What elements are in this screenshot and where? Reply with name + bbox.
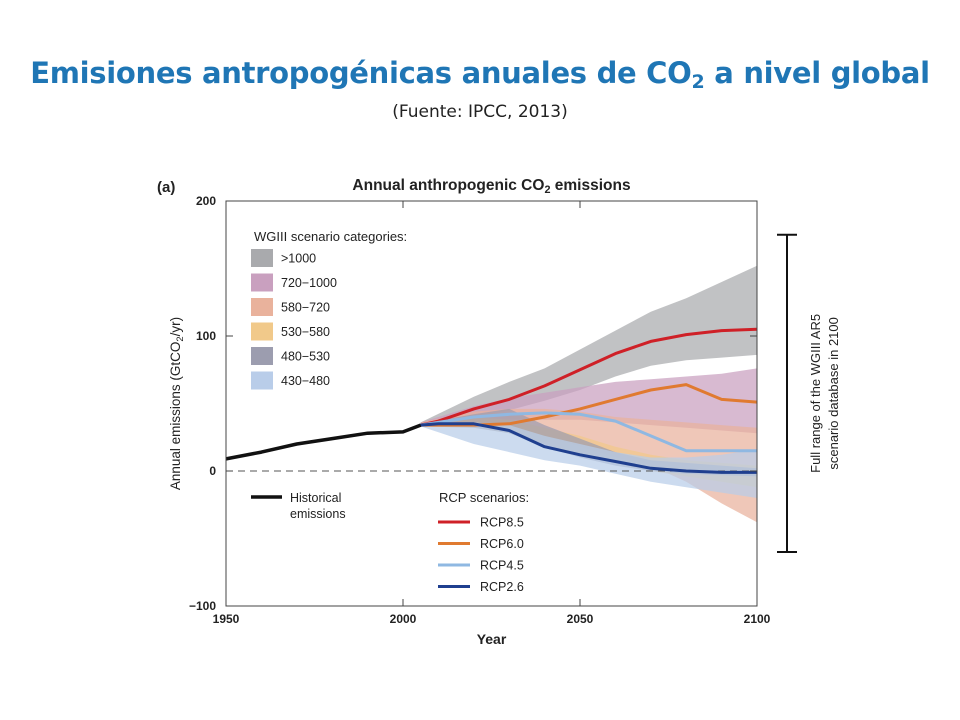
y-tick-label-1: 0 [209,464,216,478]
legend-label-rcp-2: RCP4.5 [480,559,524,573]
categories-legend-title: WGIII scenario categories: [254,229,407,244]
legend-label-historical-1: emissions [290,507,346,521]
historical-line [225,423,422,461]
y-tick-label-0: −100 [189,599,216,613]
band-2 [420,408,757,523]
rcp-lines [419,327,757,474]
y-axis-label: Annual emissions (GtCO2/yr) [168,317,186,490]
legend-swatch-1 [251,273,273,292]
x-axis-label: Year [477,631,507,647]
legend-label-0: >1000 [281,252,316,266]
y-tick-label-2: 100 [196,329,216,343]
legend-swatch-5 [251,371,273,390]
series-line-rcp45 [419,411,757,453]
range-bar-label-1: scenario database in 2100 [826,317,841,470]
series-line-rcp26 [419,422,757,474]
legend-swatch-4 [251,347,273,365]
legend-label-1: 720−1000 [281,276,337,290]
legend-label-rcp-1: RCP6.0 [480,537,524,551]
x-tick-label-0: 1950 [213,612,240,626]
band-0 [420,265,757,426]
plot-frame [225,200,758,607]
legend-label-rcp-0: RCP8.5 [480,516,524,530]
legend-label-2: 580−720 [281,301,330,315]
rcp-legend-title: RCP scenarios: [439,490,529,505]
legend-label-5: 430−480 [281,374,330,388]
legend-swatch-2 [251,298,273,316]
panel-label: (a) [157,179,175,196]
page-subtitle: (Fuente: IPCC, 2013) [392,102,568,122]
legend-label-rcp-3: RCP2.6 [480,580,524,594]
legend-swatch-3 [251,322,273,341]
series-line-rcp85 [419,327,757,427]
page-title: Emisiones antropogénicas anuales de CO2 … [30,56,930,93]
chart-title: Annual anthropogenic CO2 emissions [352,177,630,196]
range-bar-label-0: Full range of the WGIII AR5 [808,314,823,473]
legend-label-4: 480−530 [281,350,330,364]
legend-label-3: 530−580 [281,325,330,339]
legend-swatch-0 [251,249,273,267]
x-tick-label-3: 2100 [744,612,771,626]
x-tick-label-2: 2050 [567,612,594,626]
band-5 [420,422,757,498]
legend-label-historical-0: Historical [290,491,341,505]
x-tick-label-1: 2000 [390,612,417,626]
y-tick-label-3: 200 [196,194,216,208]
